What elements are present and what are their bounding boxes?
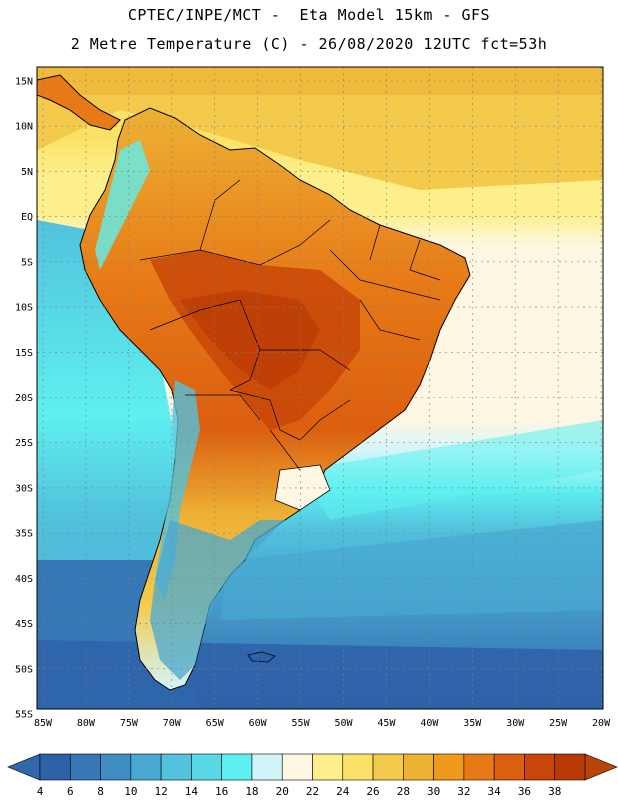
colorbar-swatch: [251, 753, 283, 781]
lat-lon-grid: [37, 67, 603, 709]
colorbar-swatch: [191, 753, 222, 781]
lat-label: 40S: [15, 574, 33, 585]
colorbar-swatch: [554, 753, 586, 781]
lon-label: 75W: [120, 718, 139, 729]
longitude-labels: 85W 80W 75W 70W 65W 60W 55W 50W 45W 40W 35W 30W 25W 2…: [34, 718, 611, 729]
colorbar-tick-label: 16: [215, 785, 228, 798]
title-line-1: CPTEC/INPE/MCT - Eta Model 15km - GFS: [127, 6, 491, 24]
lon-label: 55W: [292, 718, 311, 729]
colorbar-tick-label: 28: [397, 785, 410, 798]
lon-label: 85W: [34, 718, 53, 729]
colorbar-tick-label: 6: [67, 785, 74, 798]
lat-label: 15S: [15, 348, 33, 359]
colorbar-tick-label: 18: [245, 785, 258, 798]
lat-label: 25S: [15, 438, 33, 449]
lon-label: 80W: [77, 718, 96, 729]
lon-label: 20W: [592, 718, 611, 729]
colorbar-tick-label: 4: [37, 785, 44, 798]
colorbar-swatch: [433, 753, 465, 781]
colorbar-swatch: [160, 753, 192, 781]
colorbar-tick-label: 30: [427, 785, 440, 798]
colorbar-tick-label: 24: [336, 785, 350, 798]
latitude-labels: 15N 10N 5N EQ 5S 10S 15S 20S 25S 30S 35S 40S 45S 50S 5…: [15, 77, 33, 721]
colorbar-tick-label: 36: [518, 785, 531, 798]
colorbar-tick-label: 26: [366, 785, 379, 798]
patagonia-cool: [150, 520, 285, 680]
caribbean-warm: [37, 67, 603, 190]
atlantic-mid-band: [300, 420, 603, 520]
lat-label: 50S: [15, 664, 33, 675]
lat-label: 45S: [15, 619, 33, 630]
lon-label: 65W: [206, 718, 225, 729]
lat-label: 5N: [21, 167, 33, 178]
lon-label: 30W: [506, 718, 525, 729]
colorbar-swatch: [463, 753, 495, 781]
colorbar-tick-label: 32: [457, 785, 470, 798]
colorbar-swatch: [493, 753, 525, 781]
lon-label: 70W: [163, 718, 182, 729]
lat-label: 5S: [21, 257, 33, 268]
country-borders: [139, 179, 441, 471]
colorbar: 4 6 8 10 12 14 16 18 20 22 24 26 28 30 32 34 36 38: [7, 753, 618, 798]
colorbar-swatch: [342, 753, 374, 781]
atlantic-cool-band: [220, 520, 603, 620]
colorbar-swatch: [221, 753, 253, 781]
lat-label: 30S: [15, 483, 33, 494]
colorbar-under-arrow: [7, 753, 41, 781]
colorbar-swatch: [403, 753, 434, 781]
colorbar-tick-label: 10: [124, 785, 137, 798]
colorbar-swatch: [100, 753, 132, 781]
map-frame: [36, 66, 604, 710]
colorbar-swatch: [130, 753, 162, 781]
temperature-map: [37, 67, 603, 709]
colorbar-over-arrow: [584, 753, 618, 781]
colorbar-tick-label: 22: [306, 785, 319, 798]
lon-label: 60W: [249, 718, 268, 729]
andes-north-cold: [95, 140, 150, 270]
lat-label: 15N: [15, 77, 33, 88]
colorbar-swatch: [524, 753, 556, 781]
colorbar-swatch: [372, 753, 404, 781]
colorbar-tick-label: 20: [276, 785, 289, 798]
lon-label: 35W: [463, 718, 482, 729]
lat-label: 10S: [15, 303, 33, 314]
falkland-islands: [247, 651, 276, 663]
colorbar-tick-label: 8: [97, 785, 104, 798]
uruguay-region: [274, 464, 331, 511]
lat-label: 10N: [15, 122, 33, 133]
colorbar-swatch: [69, 753, 101, 781]
lat-label: 35S: [15, 529, 33, 540]
colorbar-tick-label: 14: [185, 785, 199, 798]
lon-label: 25W: [549, 718, 568, 729]
lat-label: 20S: [15, 393, 33, 404]
lat-label: EQ: [21, 212, 33, 223]
colorbar-tick-label: 12: [154, 785, 167, 798]
lat-label: 55S: [15, 710, 33, 721]
colorbar-tick-label: 38: [548, 785, 561, 798]
title-line-2: 2 Metre Temperature (C) - 26/08/2020 12U…: [70, 35, 548, 53]
far-south-band: [37, 640, 603, 709]
central-america-landmass: [37, 74, 121, 131]
lon-label: 40W: [420, 718, 439, 729]
lon-label: 50W: [334, 718, 353, 729]
colorbar-swatch: [312, 753, 344, 781]
lon-label: 45W: [377, 718, 396, 729]
colorbar-swatch: [39, 753, 71, 781]
colorbar-swatch: [281, 753, 313, 781]
colorbar-tick-label: 34: [488, 785, 502, 798]
